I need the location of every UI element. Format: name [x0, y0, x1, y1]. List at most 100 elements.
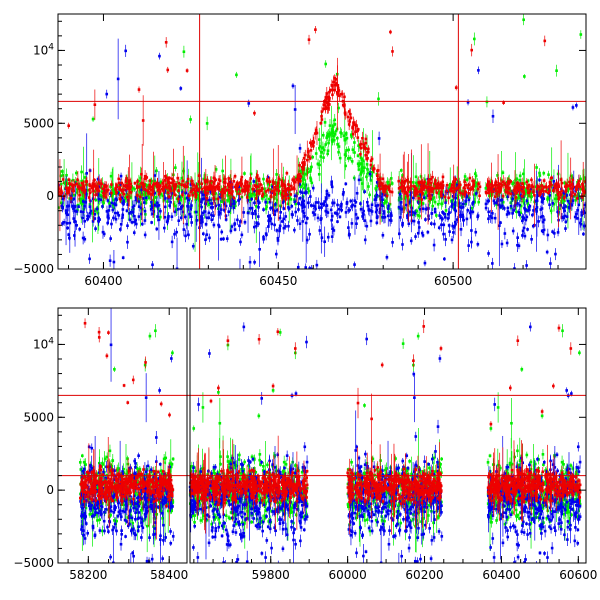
data-point — [416, 231, 420, 235]
data-point — [113, 211, 117, 215]
data-point — [336, 92, 339, 96]
data-point — [258, 247, 261, 251]
data-point — [94, 227, 97, 230]
data-point — [329, 88, 332, 92]
data-point — [187, 233, 190, 237]
data-point — [440, 202, 444, 206]
data-point — [156, 182, 159, 186]
data-point — [250, 197, 253, 201]
data-point — [453, 207, 456, 211]
data-point — [518, 213, 521, 217]
data-point — [159, 192, 162, 196]
data-point — [219, 208, 223, 211]
data-point — [260, 197, 264, 200]
data-point — [167, 195, 171, 198]
data-point — [156, 204, 159, 208]
data-point — [305, 172, 308, 176]
data-point — [248, 207, 252, 210]
data-point — [297, 177, 300, 181]
data-point — [112, 206, 116, 210]
data-point — [257, 177, 261, 181]
data-point — [84, 180, 88, 183]
data-point — [197, 180, 201, 183]
data-point — [524, 218, 528, 222]
data-point — [65, 221, 69, 225]
data-point — [75, 182, 79, 186]
data-point — [286, 202, 290, 206]
data-point — [241, 189, 244, 192]
data-point — [148, 186, 151, 189]
data-point — [88, 183, 91, 186]
data-point — [466, 100, 470, 104]
data-point — [213, 188, 217, 192]
data-point — [427, 180, 430, 184]
data-point — [406, 194, 409, 198]
data-point — [404, 203, 408, 207]
data-point — [326, 235, 330, 239]
data-point — [399, 169, 403, 172]
data-point — [121, 256, 125, 259]
data-point — [168, 176, 171, 180]
data-point — [367, 147, 370, 151]
data-point — [461, 205, 465, 209]
data-point — [277, 189, 280, 193]
data-point — [87, 215, 91, 218]
data-point — [170, 215, 174, 218]
data-point — [164, 174, 167, 178]
data-point — [223, 191, 227, 195]
data-point — [357, 128, 360, 131]
data-point — [67, 204, 71, 208]
data-point — [326, 149, 330, 153]
data-point — [301, 195, 305, 198]
data-point — [351, 125, 354, 129]
data-point — [409, 193, 412, 196]
data-point — [331, 201, 334, 205]
data-point — [296, 219, 299, 222]
data-point — [81, 183, 85, 187]
data-point — [83, 237, 87, 241]
data-point — [359, 152, 362, 156]
data-point — [75, 210, 79, 213]
data-point — [230, 225, 234, 228]
data-point — [78, 227, 81, 231]
data-point — [554, 197, 557, 201]
data-point — [106, 188, 110, 192]
data-point — [505, 213, 509, 216]
data-point — [182, 50, 186, 54]
data-point — [277, 177, 281, 181]
data-point — [236, 181, 239, 185]
data-point — [177, 219, 181, 222]
data-point — [408, 210, 412, 214]
data-point — [357, 144, 360, 147]
data-point — [525, 215, 529, 219]
data-point — [61, 222, 64, 225]
data-point — [297, 175, 301, 179]
data-point — [110, 183, 113, 186]
data-point — [498, 224, 501, 227]
data-point — [248, 260, 252, 264]
data-point — [372, 167, 375, 170]
data-point — [110, 201, 114, 205]
data-point — [474, 192, 478, 195]
data-point — [311, 139, 315, 143]
data-point — [330, 83, 334, 87]
data-point — [531, 213, 534, 217]
data-point — [510, 199, 514, 202]
data-point — [459, 183, 462, 187]
data-point — [435, 191, 439, 194]
data-point — [281, 183, 284, 187]
data-point — [106, 221, 109, 225]
data-point — [264, 200, 267, 204]
data-point — [68, 187, 71, 190]
data-point — [101, 200, 105, 203]
data-point — [163, 226, 166, 230]
data-point — [463, 180, 466, 184]
data-point — [208, 236, 211, 240]
data-point — [137, 200, 141, 203]
data-point — [209, 190, 212, 193]
data-point — [180, 195, 183, 198]
data-point — [268, 180, 271, 184]
data-point — [228, 191, 232, 195]
data-point — [305, 158, 309, 162]
data-point — [227, 210, 231, 214]
